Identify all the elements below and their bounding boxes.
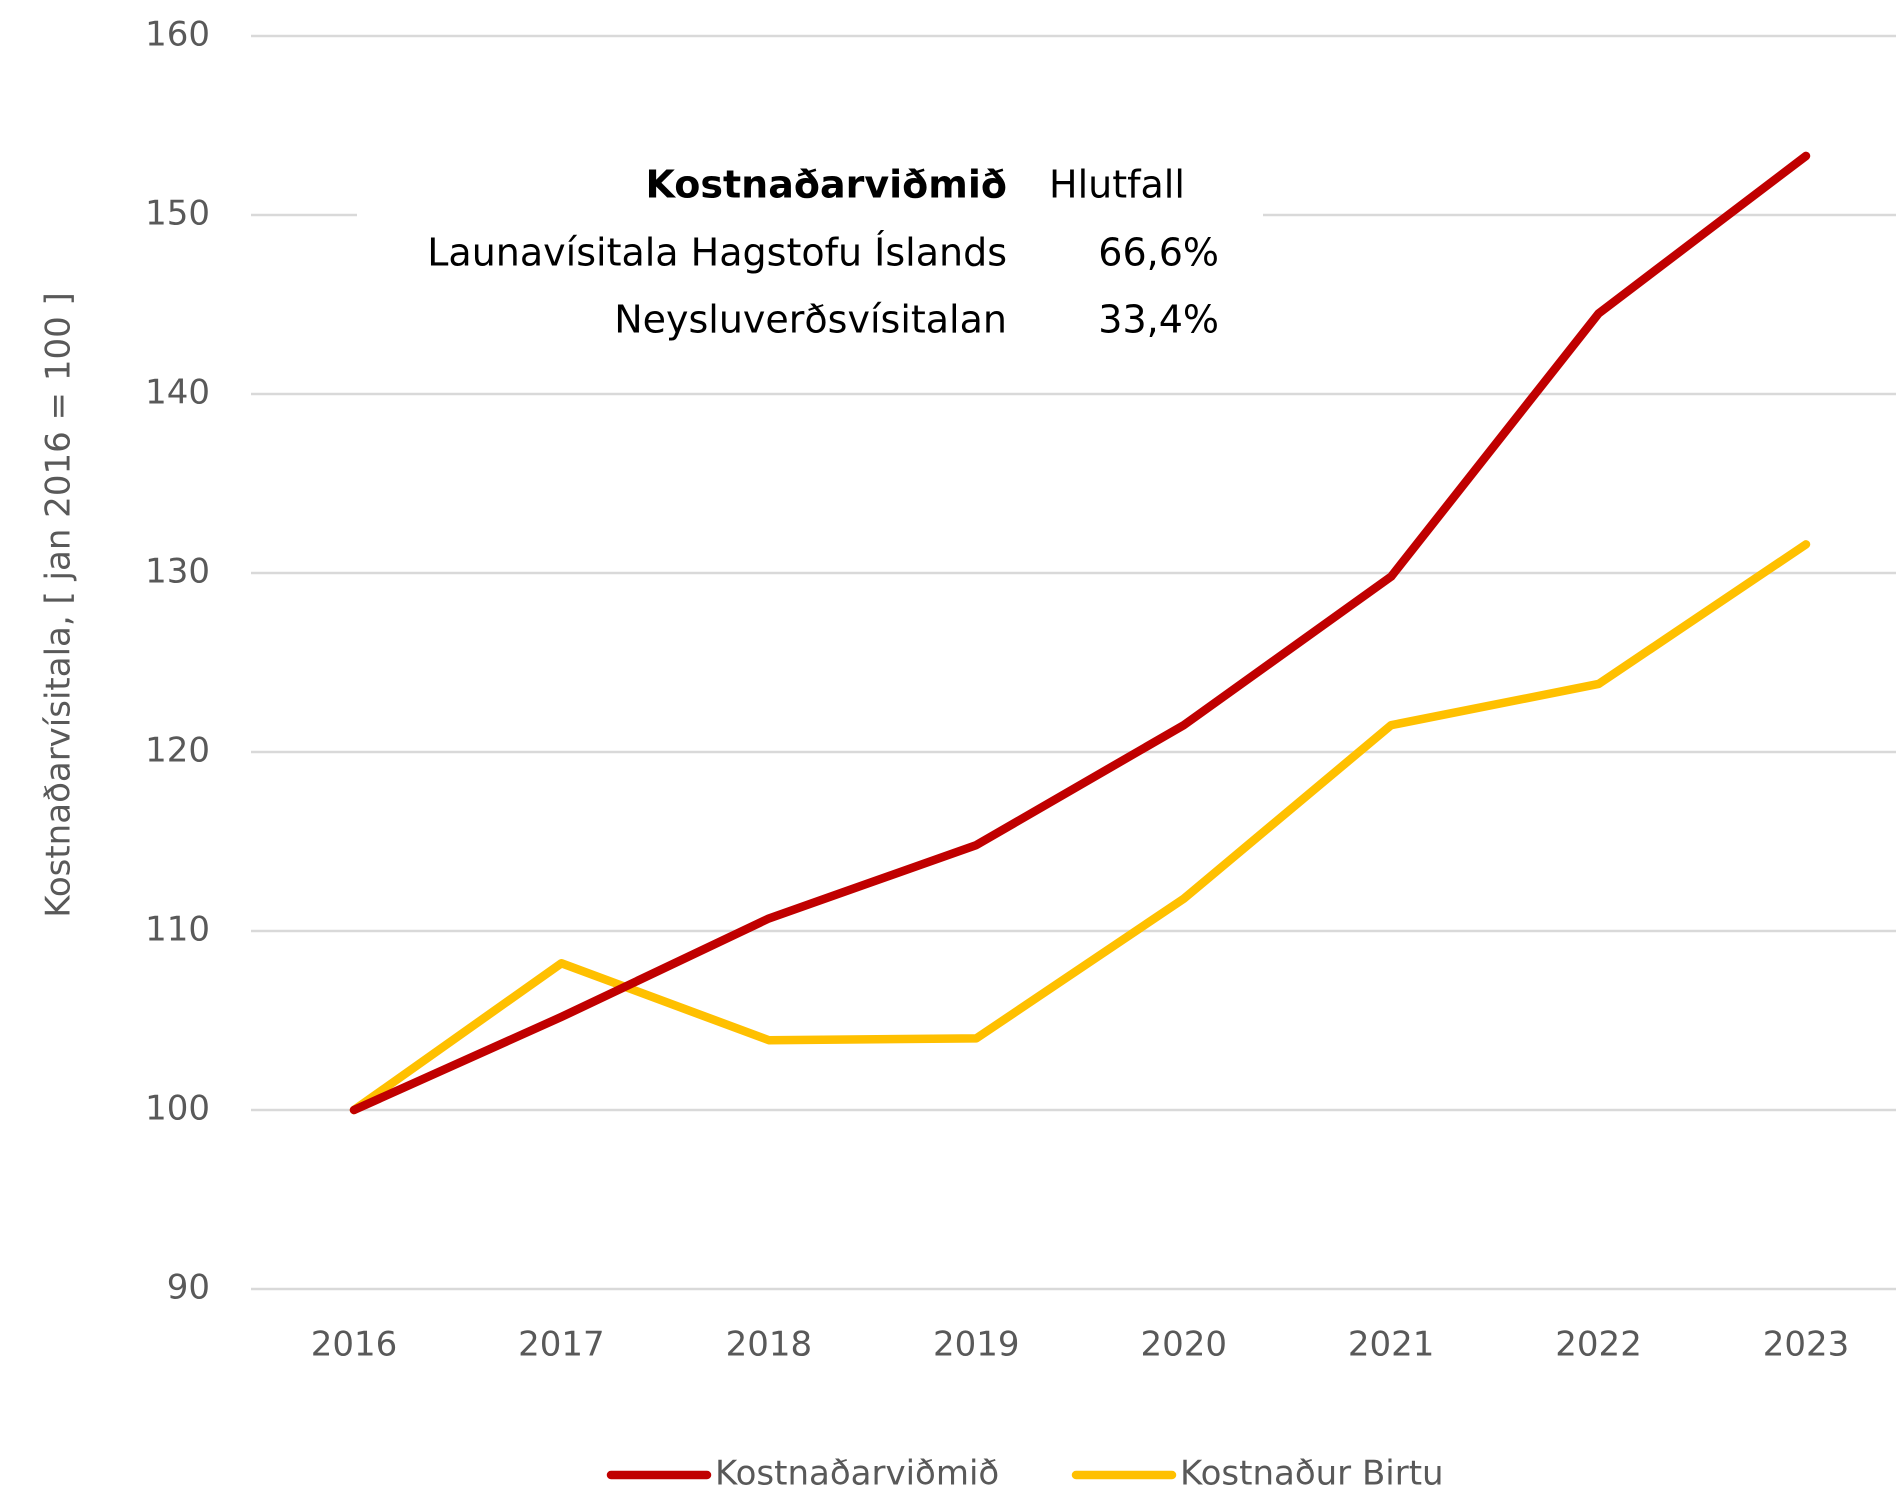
y-tick-label: 120 [145, 731, 210, 771]
y-tick-label: 110 [145, 910, 210, 950]
series-line [349, 540, 1811, 1115]
y-tick-label: 150 [145, 194, 210, 234]
x-tick-label: 2021 [1348, 1325, 1435, 1365]
legend-label: Kostnaðarviðmið [715, 1454, 999, 1494]
series-line [349, 151, 1811, 1115]
annotation-cell: Neysluverðsvísitalan [614, 298, 1007, 342]
y-tick-label: 130 [145, 552, 210, 592]
annotation-box [357, 160, 1263, 360]
annotation-cell: Launavísitala Hagstofu Íslands [427, 231, 1007, 275]
y-axis-label: Kostnaðarvísitala, [ jan 2016 = 100 ] [39, 292, 79, 918]
annotation-header: Hlutfall [1049, 163, 1185, 207]
x-tick-label: 2018 [726, 1325, 813, 1365]
x-tick-label: 2017 [518, 1325, 605, 1365]
y-tick-label: 160 [145, 15, 210, 55]
x-tick-label: 2019 [933, 1325, 1020, 1365]
y-tick-label: 140 [145, 373, 210, 413]
legend-label: Kostnaður Birtu [1180, 1454, 1444, 1494]
x-tick-label: 2023 [1763, 1325, 1850, 1365]
x-tick-label: 2022 [1555, 1325, 1642, 1365]
x-tick-label: 2020 [1140, 1325, 1227, 1365]
x-tick-label: 2016 [311, 1325, 398, 1365]
y-tick-label: 100 [145, 1089, 210, 1129]
y-tick-label: 90 [167, 1268, 210, 1308]
annotation-cell: 33,4% [1098, 298, 1219, 342]
annotation-header: Kostnaðarviðmið [646, 163, 1007, 207]
annotation-cell: 66,6% [1098, 231, 1219, 275]
